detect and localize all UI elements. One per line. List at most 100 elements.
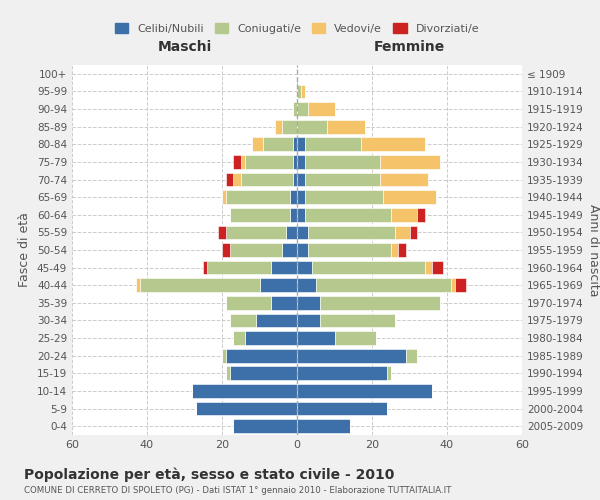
Bar [327, 120, 365, 134]
Bar [451, 278, 455, 292]
Bar [293, 138, 297, 151]
Bar [196, 402, 297, 415]
Bar [297, 120, 327, 134]
Bar [229, 208, 290, 222]
Bar [297, 155, 305, 169]
Bar [425, 260, 432, 274]
Bar [252, 138, 263, 151]
Bar [290, 208, 297, 222]
Text: COMUNE DI CERRETO DI SPOLETO (PG) - Dati ISTAT 1° gennaio 2010 - Elaborazione TU: COMUNE DI CERRETO DI SPOLETO (PG) - Dati… [24, 486, 451, 495]
Bar [226, 349, 297, 362]
Bar [271, 296, 297, 310]
Bar [290, 190, 297, 204]
Bar [297, 260, 312, 274]
Bar [297, 84, 301, 98]
Bar [297, 278, 316, 292]
Y-axis label: Fasce di età: Fasce di età [19, 212, 31, 288]
Bar [320, 314, 395, 328]
Bar [297, 172, 305, 186]
Bar [233, 420, 297, 433]
Bar [222, 190, 226, 204]
Bar [233, 155, 241, 169]
Bar [218, 226, 226, 239]
Bar [233, 331, 245, 345]
Bar [308, 226, 395, 239]
Bar [305, 138, 361, 151]
Bar [320, 296, 439, 310]
Bar [305, 155, 380, 169]
Bar [297, 226, 308, 239]
Bar [207, 260, 271, 274]
Bar [383, 190, 436, 204]
Bar [297, 190, 305, 204]
Bar [293, 155, 297, 169]
Bar [192, 384, 297, 398]
Bar [256, 314, 297, 328]
Bar [222, 243, 229, 257]
Bar [297, 402, 387, 415]
Bar [203, 260, 207, 274]
Bar [233, 172, 241, 186]
Bar [226, 172, 233, 186]
Bar [275, 120, 282, 134]
Text: Maschi: Maschi [157, 40, 212, 54]
Text: Femmine: Femmine [374, 40, 445, 54]
Bar [297, 366, 387, 380]
Bar [297, 420, 349, 433]
Bar [305, 190, 383, 204]
Bar [297, 243, 308, 257]
Bar [417, 208, 425, 222]
Bar [229, 314, 256, 328]
Bar [380, 155, 439, 169]
Bar [136, 278, 139, 292]
Bar [301, 84, 305, 98]
Bar [432, 260, 443, 274]
Bar [305, 208, 391, 222]
Bar [297, 314, 320, 328]
Text: Popolazione per età, sesso e stato civile - 2010: Popolazione per età, sesso e stato civil… [24, 468, 394, 482]
Bar [282, 120, 297, 134]
Bar [387, 366, 391, 380]
Bar [297, 349, 406, 362]
Bar [226, 296, 271, 310]
Bar [245, 155, 293, 169]
Bar [229, 366, 297, 380]
Bar [282, 243, 297, 257]
Y-axis label: Anni di nascita: Anni di nascita [587, 204, 600, 296]
Bar [293, 102, 297, 116]
Bar [406, 349, 417, 362]
Bar [316, 278, 451, 292]
Bar [335, 331, 376, 345]
Bar [286, 226, 297, 239]
Bar [305, 172, 380, 186]
Bar [226, 190, 290, 204]
Bar [222, 349, 226, 362]
Bar [297, 384, 432, 398]
Bar [380, 172, 428, 186]
Bar [361, 138, 425, 151]
Bar [297, 208, 305, 222]
Bar [395, 226, 409, 239]
Bar [308, 243, 391, 257]
Bar [409, 226, 417, 239]
Bar [139, 278, 260, 292]
Bar [308, 102, 335, 116]
Bar [226, 366, 229, 380]
Bar [297, 296, 320, 310]
Bar [297, 138, 305, 151]
Bar [312, 260, 425, 274]
Bar [271, 260, 297, 274]
Bar [241, 155, 245, 169]
Bar [391, 208, 417, 222]
Bar [398, 243, 406, 257]
Bar [391, 243, 398, 257]
Bar [455, 278, 466, 292]
Bar [245, 331, 297, 345]
Bar [293, 172, 297, 186]
Bar [226, 226, 286, 239]
Legend: Celibi/Nubili, Coniugati/e, Vedovi/e, Divorziati/e: Celibi/Nubili, Coniugati/e, Vedovi/e, Di… [110, 19, 484, 38]
Bar [297, 331, 335, 345]
Bar [241, 172, 293, 186]
Bar [229, 243, 282, 257]
Bar [297, 102, 308, 116]
